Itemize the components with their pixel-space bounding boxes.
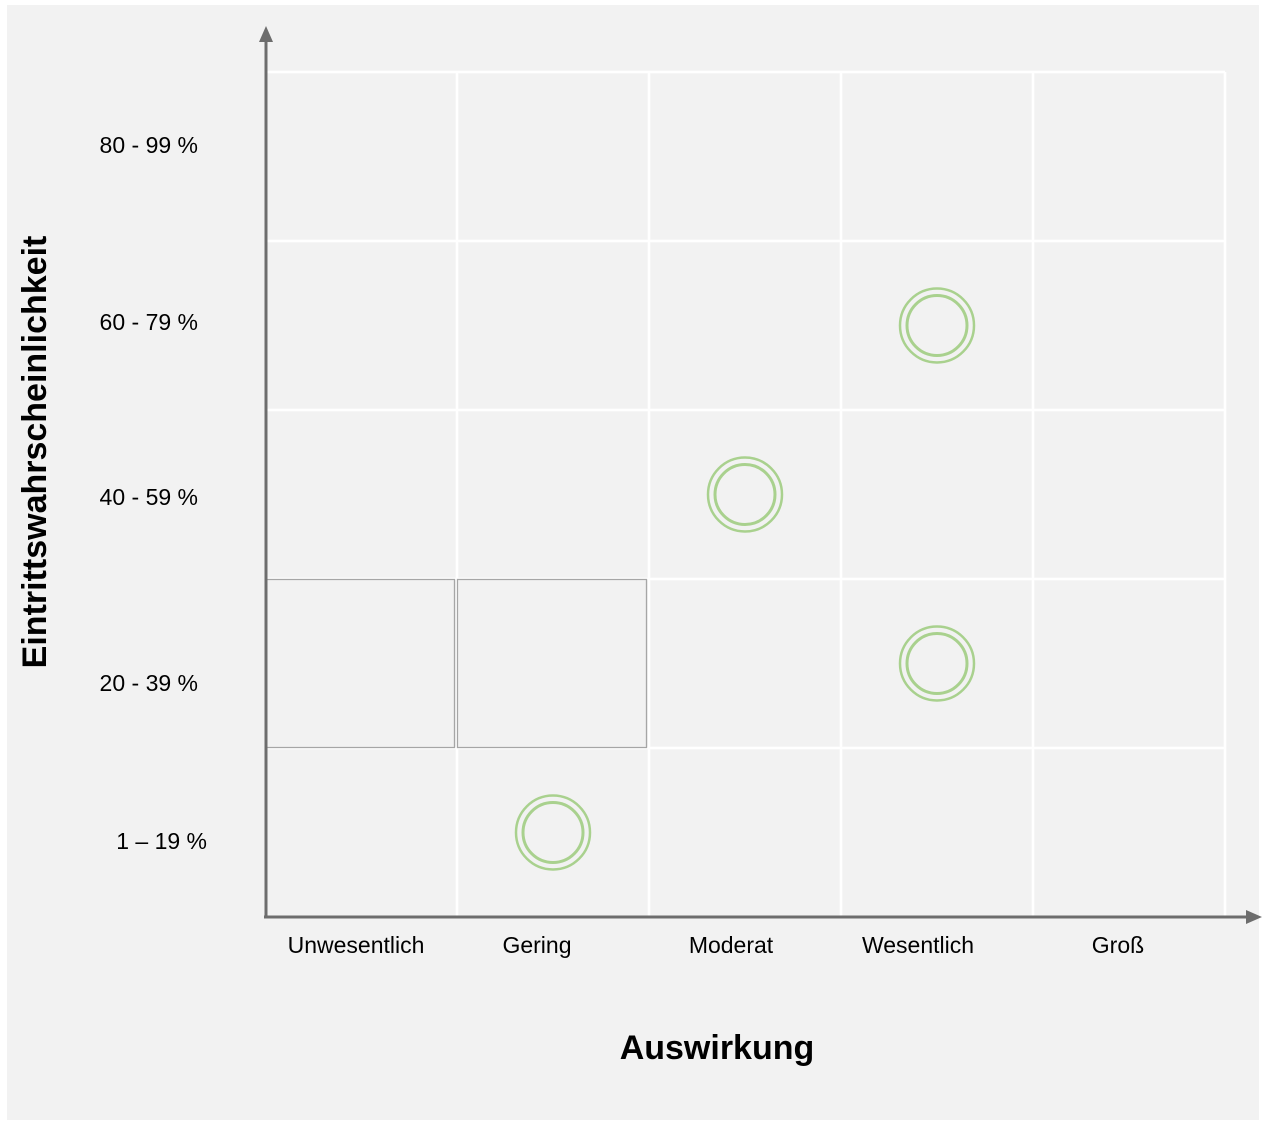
marker-outer-ring	[706, 456, 784, 533]
y-axis-arrow	[259, 26, 273, 42]
x-tick-label: Groß	[1092, 932, 1144, 958]
data-points	[514, 287, 976, 871]
data-point-marker	[898, 287, 976, 364]
data-point-marker	[514, 794, 592, 871]
marker-inner-ring	[905, 294, 969, 357]
marker-inner-ring	[713, 463, 777, 526]
tick-labels: Unwesentlich Gering Moderat Wesentlich Groß 1…	[100, 132, 1145, 958]
axes	[259, 26, 1262, 924]
data-point-marker	[898, 625, 976, 702]
y-tick-label: 80 - 99 %	[100, 132, 198, 158]
marker-outer-ring	[898, 625, 976, 702]
marker-outer-ring	[898, 287, 976, 364]
x-tick-label: Unwesentlich	[288, 932, 425, 958]
marker-inner-ring	[521, 801, 585, 864]
marker-inner-ring	[905, 632, 969, 695]
marker-outer-ring	[514, 794, 592, 871]
y-tick-label: 40 - 59 %	[100, 484, 198, 510]
highlighted-cell	[456, 578, 648, 749]
highlighted-cell	[265, 578, 456, 749]
y-tick-label: 20 - 39 %	[100, 670, 198, 696]
chart-panel	[7, 5, 1259, 1120]
data-point-marker	[706, 456, 784, 533]
y-tick-label: 60 - 79 %	[100, 309, 198, 335]
x-axis-arrow	[1246, 910, 1262, 924]
y-axis-title: Eintrittswahrscheinlichkeit	[16, 236, 54, 669]
x-tick-label: Moderat	[689, 932, 774, 958]
x-tick-label: Wesentlich	[862, 932, 974, 958]
x-axis-title: Auswirkung	[620, 1029, 815, 1067]
x-tick-label: Gering	[502, 932, 571, 958]
y-tick-label: 1 – 19 %	[116, 828, 207, 854]
